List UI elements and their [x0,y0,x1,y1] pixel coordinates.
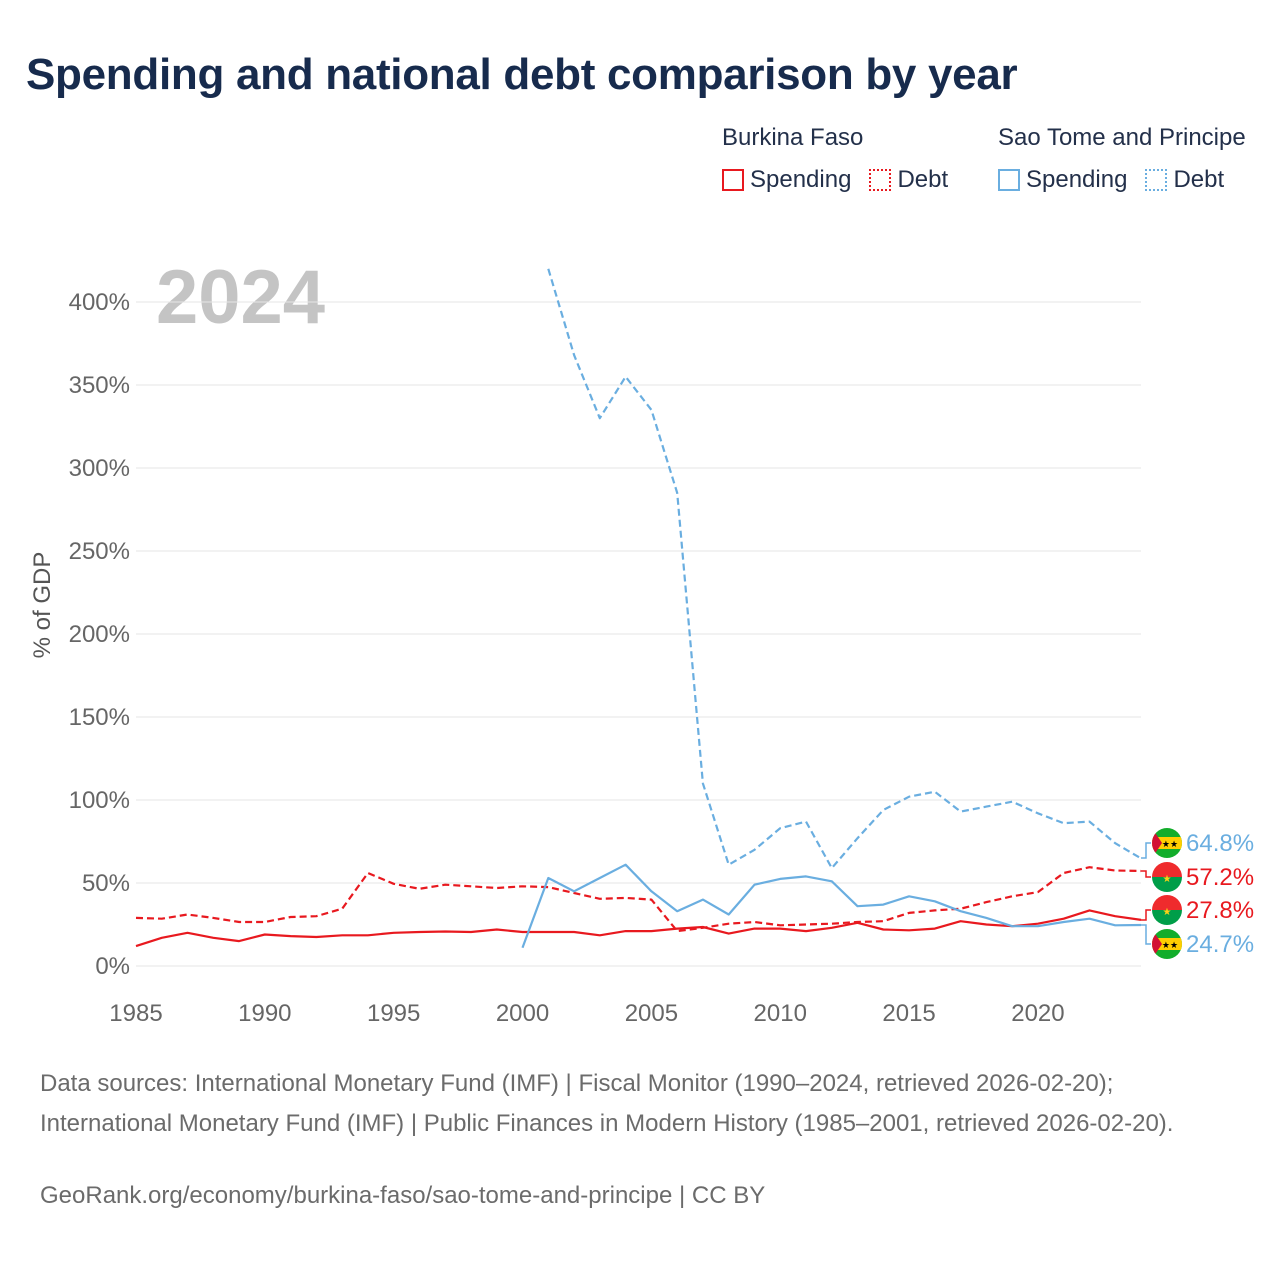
connector-sao-tome-spending [1141,924,1151,945]
sao-tome-flag-icon: ★★ [1152,828,1182,858]
y-tick-label: 250% [69,538,130,565]
x-tick-label: 1985 [109,1000,162,1027]
sao-tome-and-principe-debt-line [547,268,1142,870]
svg-text:★★: ★★ [1162,840,1178,850]
x-tick-label: 2015 [882,1000,935,1027]
year-watermark: 2024 [156,255,325,340]
svg-text:★★: ★★ [1162,941,1178,951]
sao-tome-and-principe-spending-line [521,863,1142,949]
y-tick-label: 50% [82,870,130,897]
end-label-sao-tome-spending: 24.7% [1186,931,1254,958]
legend-label: Debt [897,166,949,193]
line-chart: 2024 0% 50% 100% 150% 200% 250% 300% 350% 400% 1… [29,255,1254,1027]
end-label-sao-tome-debt: 64.8% [1186,830,1254,857]
y-tick-label: 350% [69,372,130,399]
legend-item-sao-tome-spending[interactable]: Spending [998,166,1127,194]
y-tick-label: 300% [69,455,130,482]
burkina-faso-spending-line [135,909,1142,948]
legend-item-sao-tome-debt[interactable]: Debt [1145,166,1224,194]
legend-swatch-solid-icon [998,169,1020,191]
x-tick-label: 2000 [496,1000,549,1027]
legend-group-sao-tome-and-principe: Sao Tome and Principe Spending Debt [998,124,1246,194]
connector-burkina-debt [1141,870,1151,878]
svg-text:★: ★ [1163,907,1172,918]
burkina-faso-flag-icon: ★ [1152,895,1182,925]
end-label-burkina-spending: 27.8% [1186,897,1254,924]
legend-item-burkina-faso-spending[interactable]: Spending [722,166,851,194]
data-sources: Data sources: International Monetary Fun… [40,1070,1174,1137]
end-label-burkina-debt: 57.2% [1186,864,1254,891]
x-tick-label: 2020 [1011,1000,1064,1027]
x-axis-ticks: 1985 1990 1995 2000 2005 2010 2015 2020 [109,1000,1064,1027]
legend-swatch-solid-icon [722,169,744,191]
legend-swatch-dotted-icon [869,169,892,191]
end-labels: 64.8% 57.2% 27.8% 24.7% [1186,830,1254,958]
legend-swatch-dotted-icon [1145,169,1168,191]
end-label-connectors [1141,842,1151,945]
legend-label: Spending [750,166,852,193]
burkina-faso-flag-icon: ★ [1152,862,1182,892]
connector-sao-tome-debt [1141,842,1151,859]
gridlines [136,301,1141,967]
legend-country-burkina-faso: Burkina Faso [722,124,864,151]
y-axis-ticks: 0% 50% 100% 150% 200% 250% 300% 350% 400% [69,289,130,980]
legend-group-burkina-faso: Burkina Faso Spending Debt [722,124,966,194]
x-tick-label: 2005 [625,1000,678,1027]
y-tick-label: 150% [69,704,130,731]
burkina-faso-debt-line [135,866,1142,933]
legend-item-burkina-faso-debt[interactable]: Debt [869,166,948,194]
y-axis-label: % of GDP [29,552,56,659]
legend-country-sao-tome: Sao Tome and Principe [998,124,1246,151]
series-lines [135,268,1142,949]
sao-tome-flag-icon: ★★ [1152,929,1182,959]
x-tick-label: 1990 [238,1000,291,1027]
svg-text:★: ★ [1163,874,1172,885]
source-site-link[interactable]: GeoRank.org/economy/burkina-faso/sao-tom… [40,1182,766,1209]
y-tick-label: 400% [69,289,130,316]
connector-burkina-spending [1141,909,1151,921]
x-tick-label: 2010 [754,1000,807,1027]
legend-label: Debt [1173,166,1225,193]
y-tick-label: 100% [69,787,130,814]
y-tick-label: 0% [95,953,130,980]
y-tick-label: 200% [69,621,130,648]
x-tick-label: 1995 [367,1000,420,1027]
chart-title: Spending and national debt comparison by… [26,50,1018,99]
legend-label: Spending [1026,166,1128,193]
